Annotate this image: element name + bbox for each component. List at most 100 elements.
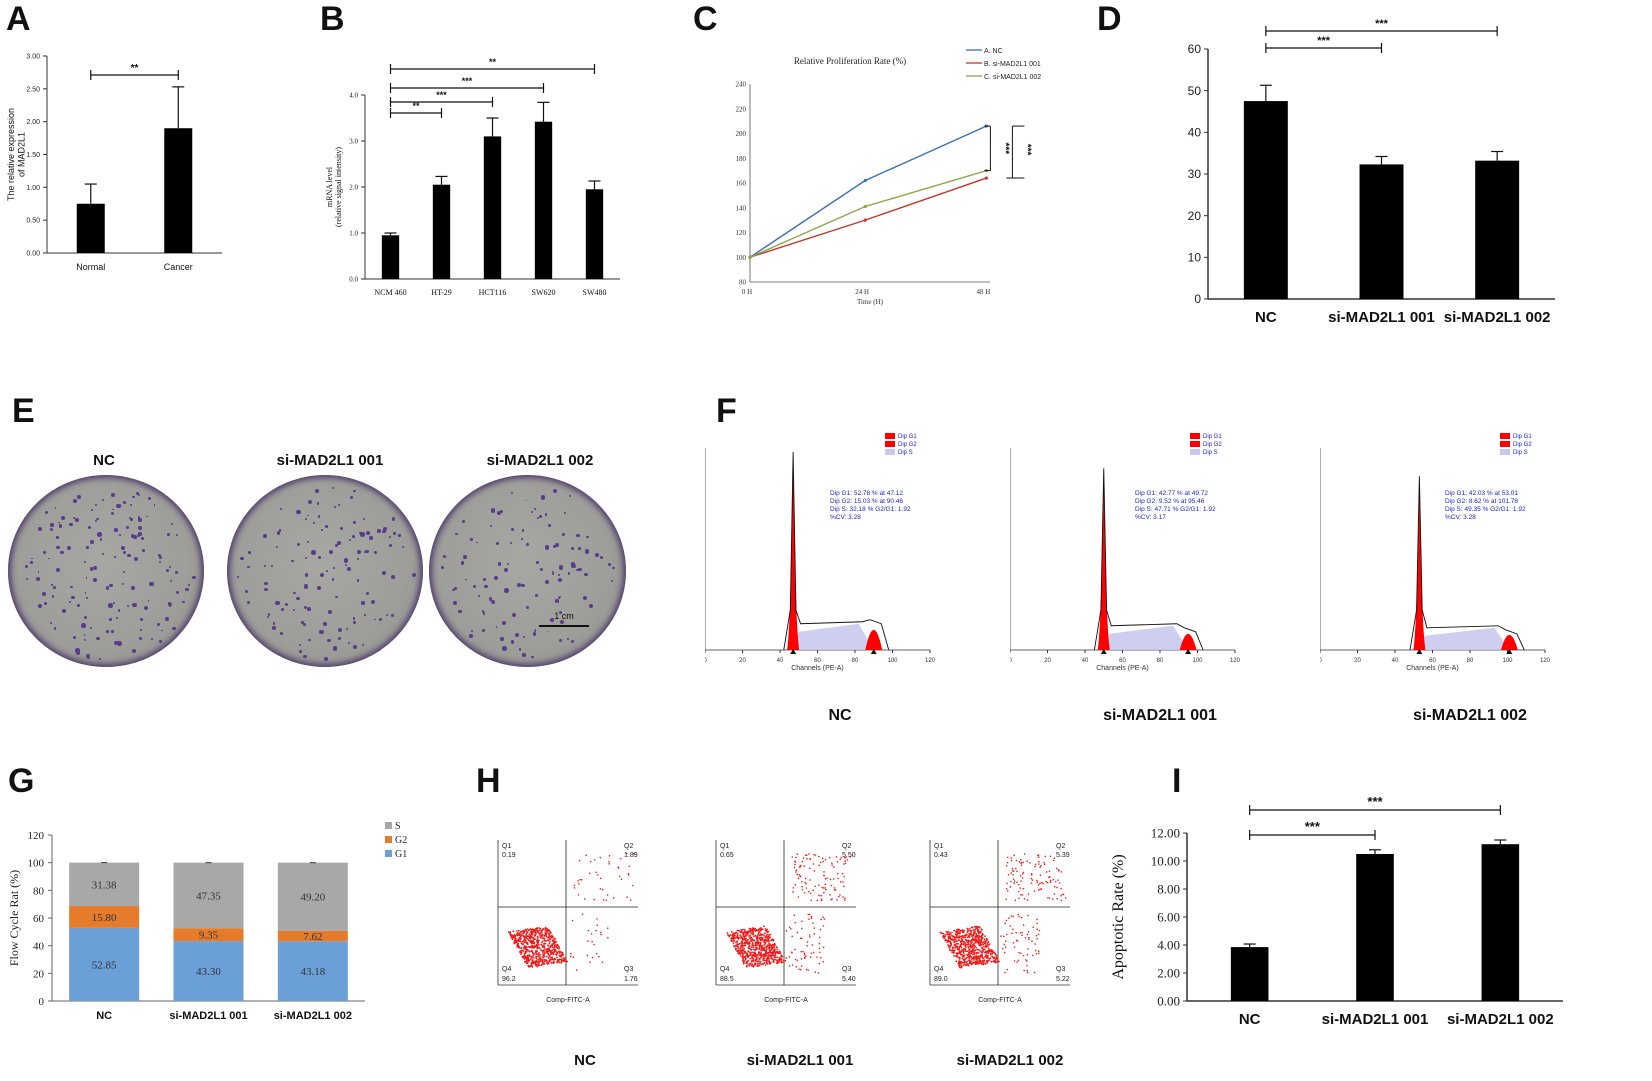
colony	[167, 533, 170, 536]
colony	[319, 572, 324, 577]
colony	[327, 609, 332, 614]
colony	[346, 566, 351, 571]
cell-event	[967, 949, 970, 952]
cell-event	[755, 944, 758, 947]
cell-event	[766, 963, 769, 965]
colony	[536, 561, 540, 564]
colony	[540, 495, 546, 500]
cell-event	[578, 883, 580, 885]
cell-event	[755, 946, 757, 949]
colony	[168, 565, 171, 568]
colony	[571, 639, 575, 643]
cell-event	[799, 875, 801, 878]
colony	[45, 511, 49, 515]
colony	[317, 515, 321, 518]
cell-event	[521, 934, 523, 937]
cell-event	[1028, 938, 1030, 941]
cell-event	[1012, 878, 1015, 880]
cell-event	[1009, 925, 1012, 927]
cell-event	[740, 950, 743, 953]
colony	[552, 544, 557, 549]
cell-event	[984, 955, 986, 958]
cell-event	[589, 860, 592, 863]
cell-event	[520, 940, 522, 943]
cell-event	[1007, 873, 1010, 876]
legend-label: S	[395, 822, 401, 832]
cell-event	[832, 866, 835, 868]
cell-event	[735, 948, 737, 950]
cell-event	[523, 952, 526, 955]
cell-event	[543, 946, 546, 949]
cell-event	[813, 870, 816, 872]
cell-event	[768, 961, 771, 964]
cell-event	[953, 941, 956, 944]
cell-event	[591, 956, 594, 959]
y-axis-title: The relative expressionof MAD2L1	[6, 108, 26, 201]
series-line	[749, 177, 987, 258]
cell-event	[778, 956, 781, 959]
colony	[339, 526, 343, 531]
cell-event	[795, 869, 798, 872]
cell-event	[1008, 917, 1010, 919]
cell-event	[529, 946, 532, 949]
cell-event	[558, 961, 561, 964]
cell-event	[527, 935, 529, 937]
cell-event	[1032, 954, 1034, 957]
histogram-si002: 0204060801001200100200300400500NumberCha…	[1320, 433, 1551, 672]
colony	[518, 648, 521, 651]
cell-event	[818, 864, 820, 867]
colony	[132, 495, 135, 499]
cell-event	[805, 854, 808, 857]
cell-event	[577, 880, 579, 882]
cell-event	[951, 949, 954, 951]
cell-event	[973, 932, 976, 935]
cell-event	[739, 934, 742, 937]
colony	[106, 630, 109, 633]
peak-marker	[1506, 649, 1513, 654]
cell-event	[1018, 861, 1021, 863]
colony	[337, 637, 341, 641]
cell-event	[1052, 859, 1055, 862]
colony	[491, 600, 496, 605]
quadrant-value-q3: 5.40	[842, 976, 856, 983]
cell-event	[764, 964, 767, 966]
colony	[175, 533, 179, 536]
cell-event	[979, 961, 982, 964]
cell-event	[824, 887, 827, 889]
colony	[102, 499, 104, 502]
y-tick-label: 160	[736, 180, 747, 188]
cell-event	[529, 928, 531, 931]
cell-event	[800, 958, 803, 960]
peak-marker	[870, 649, 877, 654]
colony	[149, 581, 154, 587]
stack-segment-g1	[69, 927, 140, 1001]
cell-event	[557, 947, 560, 950]
y-tick-label: 120	[28, 830, 45, 842]
cell-event	[595, 871, 597, 874]
colony	[126, 604, 129, 608]
cell-event	[1020, 952, 1022, 955]
peak-marker	[1100, 649, 1107, 654]
cell-event	[547, 962, 550, 964]
cell-event	[547, 932, 550, 935]
cell-event	[770, 957, 773, 960]
cell-event	[541, 963, 543, 966]
colony	[54, 507, 57, 509]
legend-label: B. si-MAD2L1 001	[984, 61, 1041, 68]
cell-event	[793, 866, 796, 869]
cell-event	[794, 861, 797, 863]
cell-event	[545, 935, 548, 938]
cell-event	[822, 887, 825, 889]
colony	[586, 536, 589, 539]
cell-event	[742, 958, 744, 960]
cell-event	[732, 945, 735, 947]
cell-event	[791, 935, 793, 938]
cell-event	[1010, 915, 1013, 917]
cell-event	[766, 928, 768, 931]
cell-event	[1056, 897, 1059, 900]
cell-event	[991, 952, 994, 955]
cell-event	[573, 884, 576, 887]
colony	[237, 576, 240, 578]
category-label: Cancer	[164, 262, 193, 272]
cell-event	[1024, 937, 1027, 939]
